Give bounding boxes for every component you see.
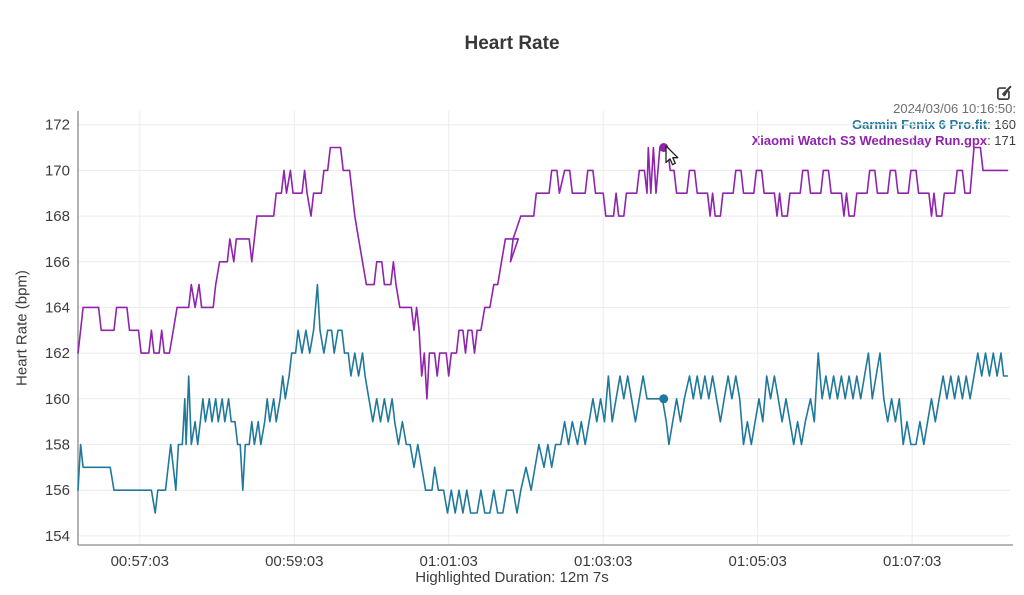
tooltip-series-value: : 171: [987, 133, 1016, 148]
svg-text:162: 162: [45, 345, 70, 362]
svg-text:154: 154: [45, 528, 70, 545]
page-title: Heart Rate: [464, 33, 560, 54]
svg-text:168: 168: [45, 208, 70, 225]
svg-text:160: 160: [45, 391, 70, 408]
svg-text:164: 164: [45, 299, 70, 316]
mouse-cursor: [665, 145, 679, 166]
svg-text:170: 170: [45, 162, 70, 179]
tooltip-row-xiaomi: Xiaomi Watch S3 Wednesday Run.gpx: 171: [752, 133, 1016, 149]
svg-text:158: 158: [45, 437, 70, 454]
x-axis-title: Highlighted Duration: 12m 7s: [415, 569, 609, 586]
svg-text:166: 166: [45, 254, 70, 271]
svg-text:00:57:03: 00:57:03: [111, 553, 169, 570]
svg-text:156: 156: [45, 482, 70, 499]
svg-text:01:03:03: 01:03:03: [574, 553, 632, 570]
svg-text:01:05:03: 01:05:03: [729, 553, 787, 570]
tooltip-timestamp: 2024/03/06 10:16:50:: [893, 101, 1016, 116]
svg-text:00:59:03: 00:59:03: [265, 553, 323, 570]
svg-text:01:07:03: 01:07:03: [883, 553, 941, 570]
edit-icon: [997, 85, 1012, 100]
tooltip-series-label: Xiaomi Watch S3 Wednesday Run.gpx: [751, 133, 988, 148]
svg-text:01:01:03: 01:01:03: [420, 553, 478, 570]
svg-text:172: 172: [45, 117, 70, 134]
hover-tooltip: 2024/03/06 10:16:50: Garmin Fenix 6 Pro.…: [752, 101, 1016, 149]
edit-chart-button[interactable]: [995, 84, 1013, 102]
